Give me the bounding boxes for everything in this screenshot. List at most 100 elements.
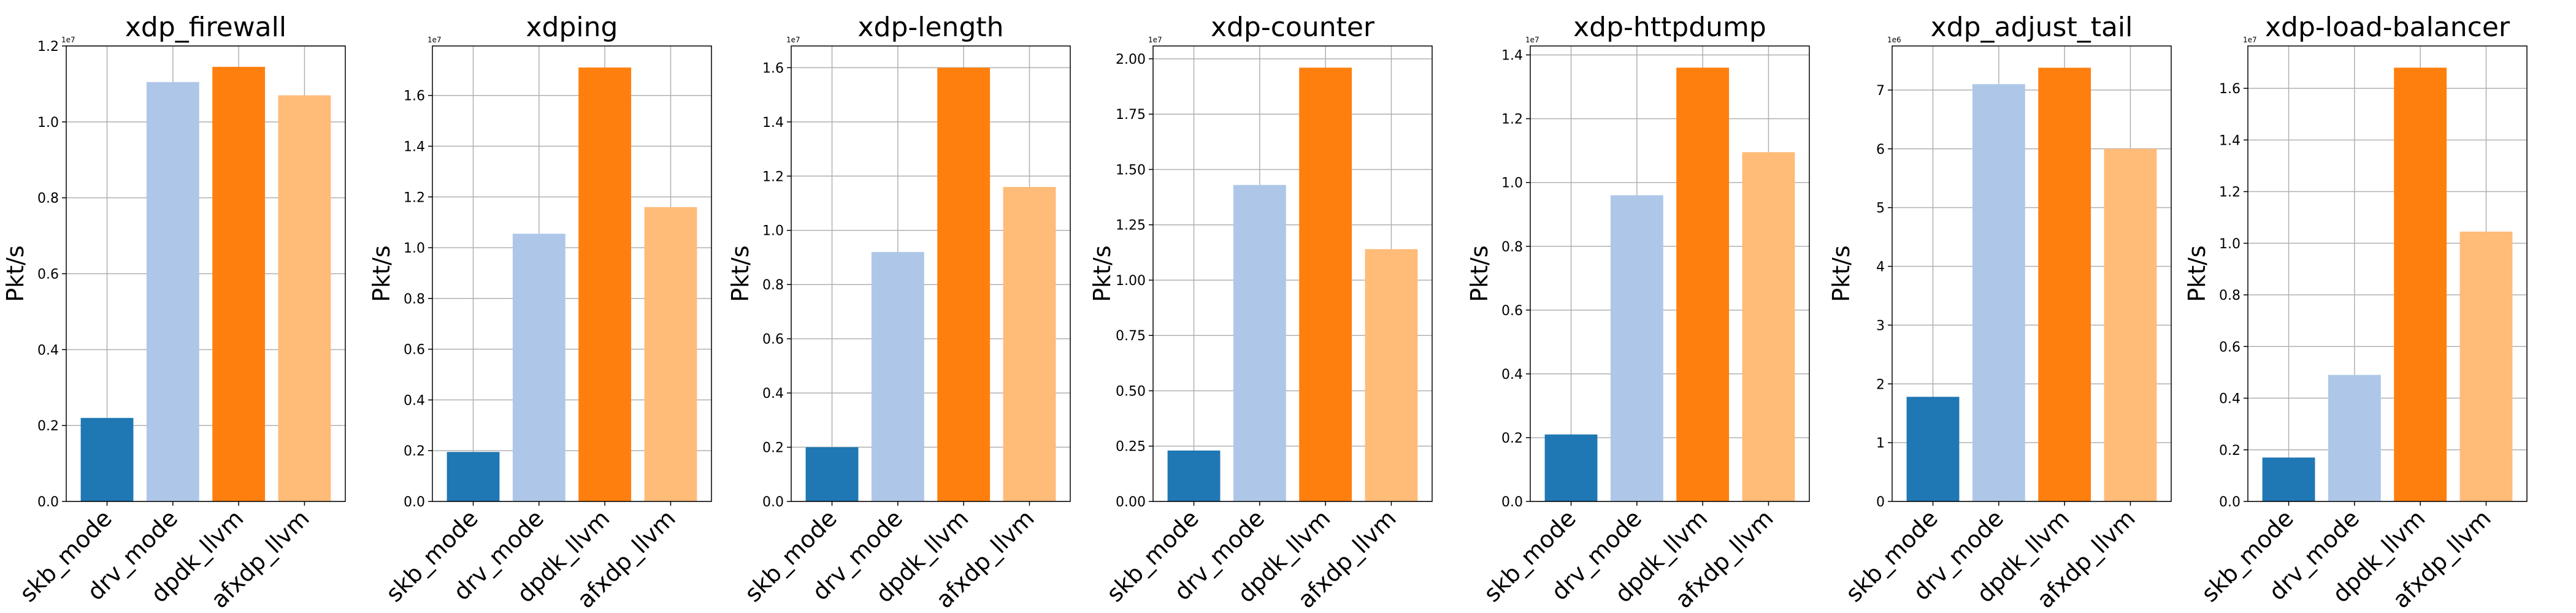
y-tick-label: 0.0: [37, 495, 59, 510]
y-tick-label: 0.2: [762, 441, 784, 456]
bar-skb-mode: [1544, 434, 1598, 501]
bar-afxdp-llvm: [2104, 148, 2157, 502]
y-tick-label: 1.0: [2219, 237, 2241, 252]
y-tick-label: 0.2: [2219, 443, 2241, 459]
bar-dpdk-llvm: [212, 67, 266, 501]
chart-title: xdp_firewall: [125, 12, 286, 43]
panel-4: 0.00.20.40.60.81.01.21.4skb_modedrv_mode…: [1466, 12, 1810, 613]
bar-skb-mode: [1906, 397, 1960, 501]
chart-title: xdping: [526, 12, 618, 43]
y-tick-label: 0.8: [2219, 288, 2241, 303]
chart-title: xdp-httpdump: [1573, 12, 1766, 43]
bar-drv-mode: [2328, 375, 2381, 501]
y-tick-label: 1.4: [762, 115, 784, 131]
bar-afxdp-llvm: [1365, 249, 1418, 501]
y-tick-label: 1.0: [1501, 176, 1523, 191]
axis-scale-label: 1e7: [2243, 36, 2257, 44]
y-tick-label: 1.0: [404, 241, 425, 256]
axis-scale-label: 1e7: [1148, 36, 1162, 44]
bar-drv-mode: [871, 252, 924, 501]
y-tick-label: 1.25: [1116, 218, 1146, 234]
y-tick-label: 0.4: [404, 393, 425, 408]
chart-title: xdp-counter: [1211, 12, 1375, 43]
y-tick-label: 0.6: [762, 332, 784, 348]
axis-scale-label: 1e6: [1887, 36, 1901, 44]
y-axis-label: Pkt/s: [368, 245, 395, 302]
y-tick-label: 3: [1876, 318, 1885, 333]
y-tick-label: 0.75: [1116, 329, 1146, 344]
bar-dpdk-llvm: [2394, 67, 2447, 501]
bar-dpdk-llvm: [578, 67, 632, 502]
y-tick-label: 1.2: [1501, 112, 1523, 128]
bar-skb-mode: [1167, 450, 1221, 501]
y-tick-label: 0.50: [1116, 384, 1146, 399]
y-tick-label: 0.8: [1501, 240, 1523, 255]
y-axis-label: Pkt/s: [2183, 245, 2210, 302]
bar-drv-mode: [512, 234, 565, 501]
axes-frame: [1152, 45, 1433, 502]
axis-scale-label: 1e7: [786, 36, 800, 44]
bar-afxdp-llvm: [644, 207, 697, 501]
y-tick-label: 0.00: [1116, 495, 1146, 510]
bar-afxdp-llvm: [2459, 231, 2513, 501]
y-tick-label: 1.2: [762, 169, 784, 185]
y-tick-label: 2.00: [1116, 52, 1146, 67]
chart-title: xdp_adjust_tail: [1931, 12, 2133, 43]
y-tick-label: 1.75: [1116, 107, 1146, 123]
y-axis-label: Pkt/s: [1828, 245, 1855, 302]
axis-scale-label: 1e7: [427, 36, 442, 44]
axes-frame: [1530, 45, 1810, 502]
y-axis-label: Pkt/s: [1089, 245, 1116, 302]
y-tick-label: 1.6: [762, 61, 784, 76]
axis-scale-label: 1e7: [61, 36, 75, 44]
panel-6: 0.00.20.40.60.81.01.21.41.6skb_modedrv_m…: [2183, 12, 2528, 613]
y-tick-label: 1.2: [37, 39, 59, 55]
y-tick-label: 4: [1876, 260, 1885, 275]
y-tick-label: 0.8: [762, 278, 784, 293]
y-tick-label: 1.00: [1116, 273, 1146, 289]
y-tick-label: 0.2: [1501, 431, 1523, 446]
bar-skb-mode: [2262, 457, 2315, 501]
panel-3: 0.000.250.500.751.001.251.501.752.00skb_…: [1089, 12, 1433, 613]
bar-dpdk-llvm: [2038, 67, 2091, 501]
y-axis-label: Pkt/s: [727, 245, 754, 302]
y-tick-label: 0.6: [1501, 303, 1523, 319]
y-tick-label: 1: [1876, 436, 1885, 451]
y-tick-label: 0.6: [404, 343, 425, 358]
y-tick-label: 0.8: [404, 292, 425, 307]
y-tick-label: 0.6: [2219, 340, 2241, 355]
y-tick-label: 0.0: [1501, 495, 1523, 510]
y-axis-label: Pkt/s: [2, 245, 29, 302]
y-tick-label: 1.2: [2219, 185, 2241, 200]
y-axis-label: Pkt/s: [1466, 245, 1493, 302]
axes-frame: [791, 45, 1071, 502]
y-tick-label: 1.4: [404, 140, 425, 155]
y-tick-label: 0.4: [1501, 367, 1523, 383]
axes-frame: [432, 45, 712, 502]
bar-skb-mode: [80, 417, 134, 501]
y-tick-label: 1.6: [2219, 82, 2241, 97]
bar-dpdk-llvm: [1676, 67, 1730, 501]
panel-2: 0.00.20.40.60.81.01.21.41.6skb_modedrv_m…: [727, 12, 1071, 613]
bar-drv-mode: [146, 82, 199, 502]
y-tick-label: 0.2: [37, 419, 59, 434]
y-tick-label: 1.4: [1501, 48, 1523, 64]
y-tick-label: 7: [1876, 83, 1885, 99]
y-tick-label: 1.4: [2219, 133, 2241, 148]
y-tick-label: 0.4: [37, 343, 59, 358]
bar-afxdp-llvm: [1003, 186, 1056, 501]
bar-drv-mode: [1972, 84, 2025, 501]
y-tick-label: 5: [1876, 201, 1885, 216]
y-tick-label: 0: [1876, 495, 1885, 510]
y-tick-label: 0.8: [37, 191, 59, 207]
y-tick-label: 1.6: [404, 89, 425, 104]
y-tick-label: 1.2: [404, 190, 425, 205]
panel-5: 01234567skb_modedrv_modedpdk_llvmafxdp_l…: [1828, 12, 2172, 613]
y-tick-label: 0.0: [762, 495, 784, 510]
y-tick-label: 0.4: [2219, 392, 2241, 407]
bar-afxdp-llvm: [1742, 152, 1795, 502]
y-tick-label: 2: [1876, 377, 1885, 392]
bar-skb-mode: [447, 452, 500, 501]
y-tick-label: 0.6: [37, 267, 59, 283]
